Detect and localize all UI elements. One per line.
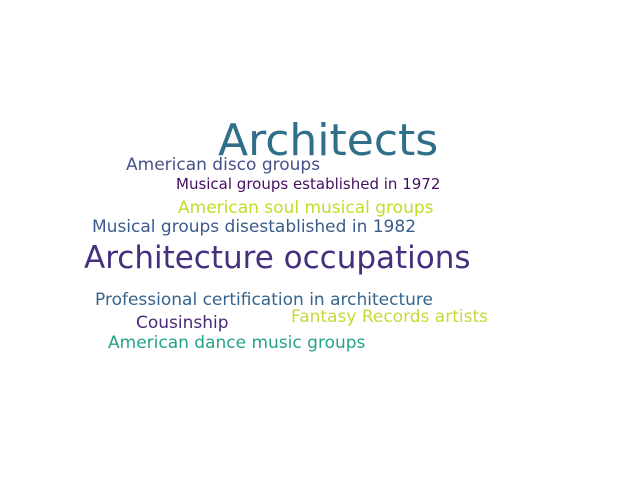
cloud-word: Architecture occupations	[84, 240, 471, 276]
cloud-word: American disco groups	[126, 155, 321, 175]
cloud-word: Musical groups disestablished in 1982	[92, 217, 417, 237]
cloud-word: Professional certification in architectu…	[95, 290, 433, 310]
cloud-word: Fantasy Records artists	[291, 307, 488, 327]
cloud-word: American dance music groups	[108, 333, 366, 353]
cloud-word: American soul musical groups	[178, 198, 434, 218]
cloud-word: Architects	[218, 115, 439, 166]
cloud-word: Musical groups established in 1972	[176, 175, 441, 193]
cloud-word: Cousinship	[136, 313, 229, 333]
